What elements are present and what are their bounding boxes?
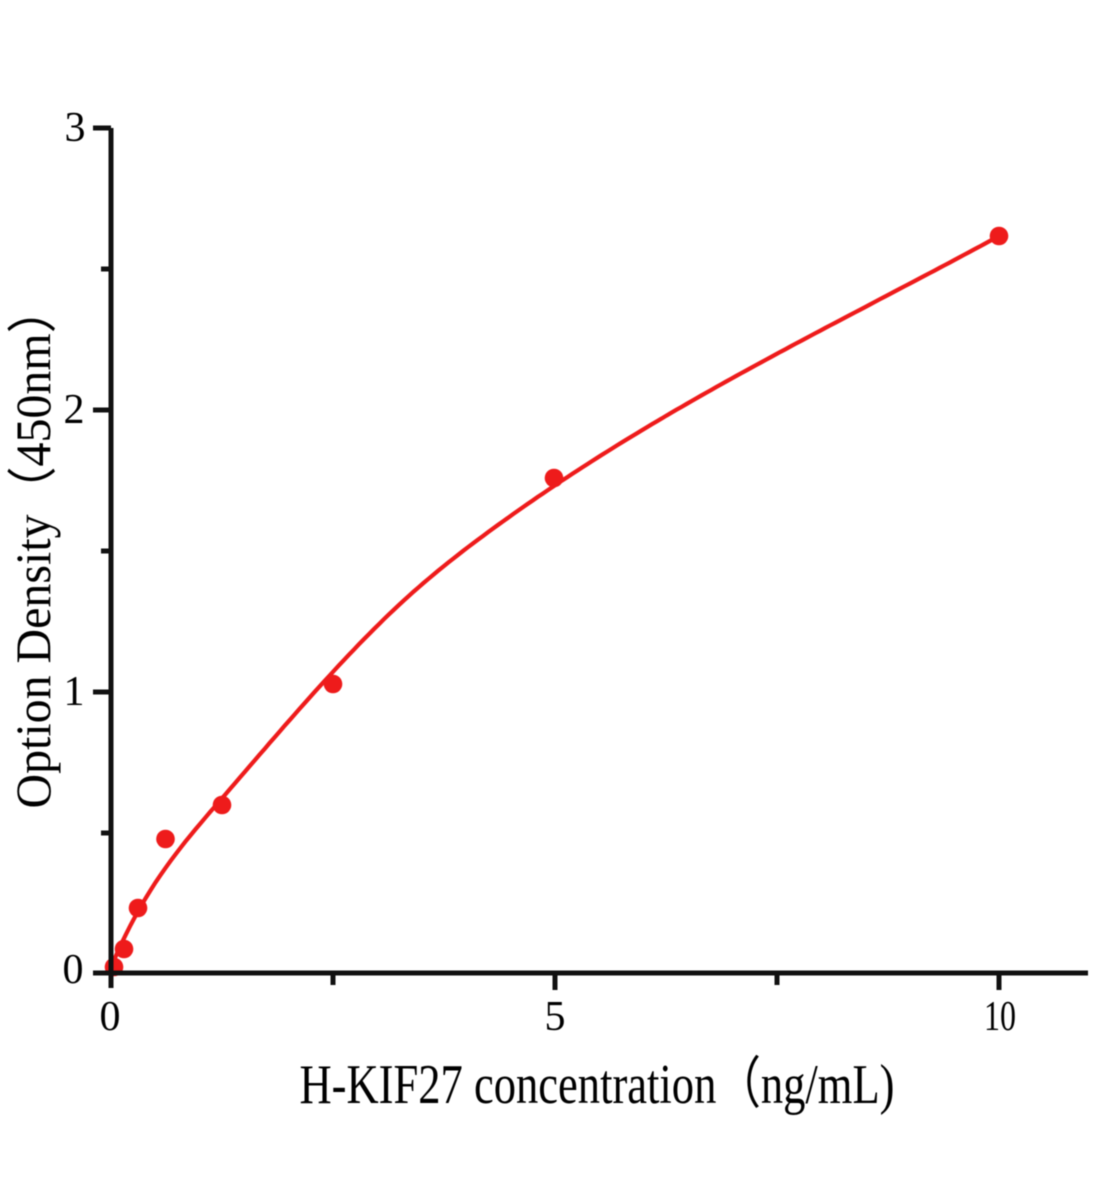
svg-text:3: 3 <box>65 105 86 151</box>
svg-text:1: 1 <box>64 669 85 715</box>
svg-text:H-KIF27 concentration（ng/mL): H-KIF27 concentration（ng/mL) <box>300 1054 895 1116</box>
svg-text:0: 0 <box>63 947 84 993</box>
svg-text:2: 2 <box>64 387 85 433</box>
svg-text:0: 0 <box>100 994 121 1040</box>
svg-text:10: 10 <box>984 994 1016 1040</box>
svg-text:5: 5 <box>545 994 566 1040</box>
svg-text:Option Density（450nm）: Option Density（450nm） <box>5 286 61 809</box>
